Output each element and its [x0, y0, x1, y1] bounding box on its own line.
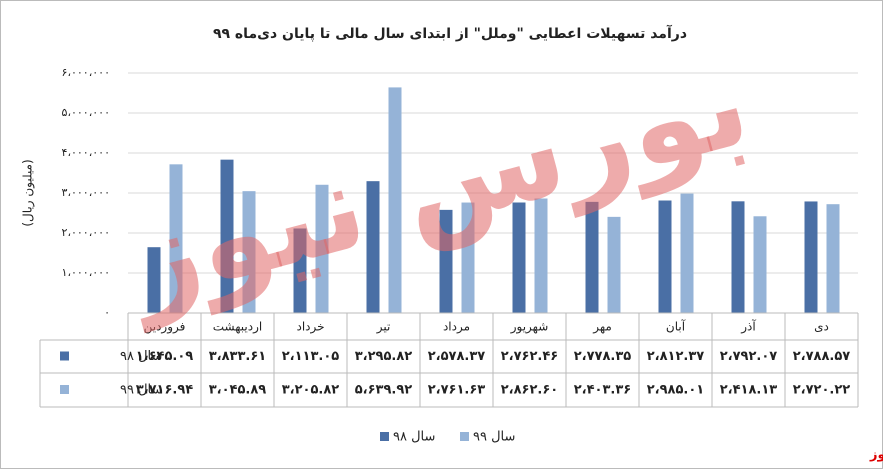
y-tick-label: ۵،۰۰۰،۰۰۰	[62, 106, 110, 119]
x-tick-label: مرداد	[443, 320, 470, 335]
x-tick-label: آذر	[740, 319, 756, 335]
bar	[293, 228, 307, 313]
table-cell: ۲،۷۶۲.۴۶	[501, 349, 558, 364]
table-cell: ۲،۴۱۸.۱۳	[720, 383, 778, 398]
table-cell: ۳،۲۹۵.۸۲	[355, 349, 413, 364]
y-tick-label: ۱،۰۰۰،۰۰۰	[62, 266, 110, 279]
y-axis-label: (میلیون ریال)	[21, 159, 36, 226]
table-cell: ۲،۷۶۱.۶۳	[428, 383, 486, 398]
table-cell: ۱،۶۴۵.۰۹	[136, 349, 194, 364]
x-tick-label: مهر	[592, 320, 612, 335]
table-swatch	[60, 351, 69, 361]
source: بورس نیوز	[869, 448, 883, 463]
table-cell: ۳،۸۳۳.۶۱	[209, 349, 266, 364]
bar	[461, 202, 475, 313]
bar	[753, 216, 767, 313]
table-series-name: سال ۹۸	[120, 349, 162, 364]
table-cell: ۳،۲۰۵.۸۲	[282, 383, 340, 398]
table-cell: ۲،۷۹۲.۰۷	[720, 349, 778, 364]
x-tick-label: آبان	[666, 319, 686, 334]
table-cell: ۲،۸۶۲.۶۰	[501, 383, 558, 398]
table-cell: ۲،۷۲۰.۲۲	[793, 383, 851, 398]
table-cell: ۲،۵۷۸.۳۷	[428, 349, 486, 364]
bar	[731, 201, 745, 313]
x-tick-label: اردیبهشت	[213, 320, 262, 335]
table-series-name: سال ۹۹	[120, 383, 162, 398]
x-tick-label: فروردین	[144, 320, 186, 335]
legend-label: سال ۹۹	[473, 430, 515, 445]
bar	[315, 184, 329, 313]
bar	[366, 181, 380, 313]
table-cell: ۲،۷۷۸.۳۵	[574, 349, 632, 364]
table-cell: ۲،۸۱۲.۳۷	[647, 349, 705, 364]
x-tick-label: دی	[814, 320, 829, 334]
bar	[147, 247, 161, 313]
table-cell: ۲،۱۱۳.۰۵	[282, 349, 340, 364]
legend-swatch	[460, 432, 469, 441]
y-tick-label: ۴،۰۰۰،۰۰۰	[62, 146, 110, 159]
bar	[169, 164, 183, 313]
table-cell: ۵،۶۳۹.۹۲	[355, 383, 413, 398]
table-swatch	[60, 385, 69, 394]
table-cell: ۲،۹۸۵.۰۱	[647, 383, 704, 398]
bar	[512, 202, 526, 313]
bar	[804, 201, 818, 313]
bar	[439, 209, 453, 313]
bar	[826, 204, 840, 313]
chart-title: درآمد تسهیلات اعطایی "وملل" از ابتدای سا…	[213, 24, 687, 42]
bar	[658, 200, 672, 313]
legend-swatch	[380, 432, 389, 441]
y-tick-label: ۰	[104, 306, 110, 319]
table-cell: ۳،۰۴۵.۸۹	[209, 383, 267, 398]
table-cell: ۲،۷۸۸.۵۷	[793, 349, 851, 364]
bar	[220, 159, 234, 313]
y-tick-label: ۲،۰۰۰،۰۰۰	[62, 226, 110, 239]
table-cell: ۳،۷۱۶.۹۴	[136, 383, 194, 398]
bar	[242, 191, 256, 313]
y-tick-label: ۶،۰۰۰،۰۰۰	[62, 66, 110, 79]
x-tick-label: شهریور	[510, 320, 549, 335]
bar	[388, 87, 402, 313]
x-tick-label: خرداد	[296, 320, 324, 335]
table-cell: ۲،۴۰۳.۳۶	[574, 383, 631, 398]
y-tick-label: ۳،۰۰۰،۰۰۰	[62, 186, 110, 199]
x-tick-label: تیر	[376, 320, 391, 335]
legend-label: سال ۹۸	[393, 430, 435, 445]
bar	[680, 193, 694, 313]
bar	[607, 216, 621, 313]
bar	[585, 201, 599, 313]
bar	[534, 198, 548, 313]
